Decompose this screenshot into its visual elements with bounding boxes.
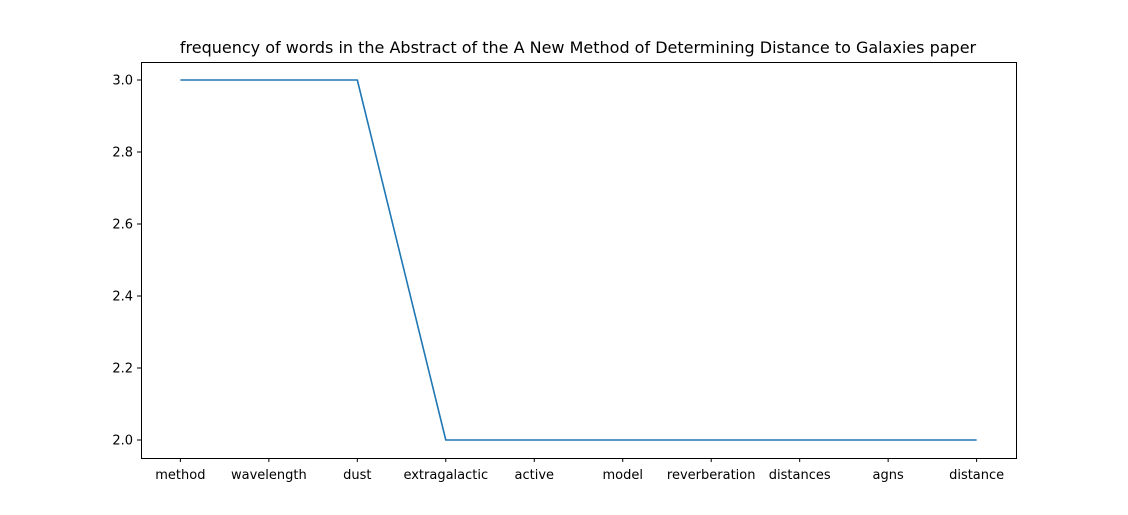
y-tick-label: 2.2 (112, 362, 133, 377)
y-tick-label: 2.4 (112, 290, 133, 305)
y-tick-label: 2.8 (112, 146, 133, 161)
x-tick-label: distances (769, 468, 831, 483)
x-tick-label: active (515, 468, 555, 483)
y-axis: 2.0 2.2 2.4 2.6 2.8 3.0 (112, 74, 141, 449)
series-line (180, 79, 977, 441)
x-tick-label: reverberation (667, 468, 756, 483)
x-tick-label: dust (343, 468, 371, 483)
x-axis: method wavelength dust extragalactic active m… (155, 458, 1004, 483)
series-layer (180, 79, 977, 441)
x-tick-label: method (155, 468, 205, 483)
x-tick-label: model (602, 468, 642, 483)
y-tick-label: 2.0 (112, 434, 133, 449)
plot-area-frame (141, 62, 1017, 459)
x-tick-label: extragalactic (403, 468, 488, 483)
y-tick-label: 2.6 (112, 218, 133, 233)
y-tick-label: 3.0 (112, 74, 133, 89)
x-tick-label: wavelength (231, 468, 307, 483)
x-tick-label: distance (949, 468, 1004, 483)
x-tick-label: agns (873, 468, 904, 483)
chart-title: frequency of words in the Abstract of th… (180, 38, 977, 57)
